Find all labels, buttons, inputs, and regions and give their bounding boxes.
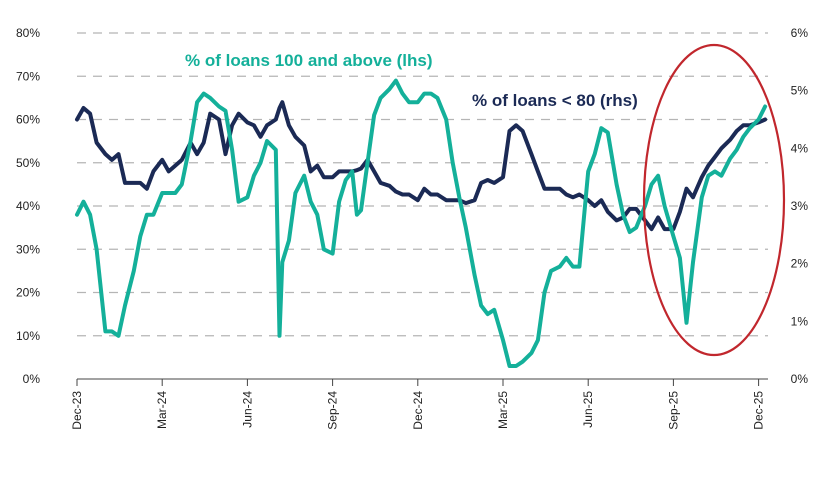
y-right-tick-label: 3%: [791, 199, 809, 213]
y-left-tick-label: 70%: [16, 69, 40, 83]
gridlines: [77, 32, 768, 337]
x-tick-label: Jun-25: [581, 391, 595, 428]
legend-label-loans-100-above: % of loans 100 and above (lhs): [185, 51, 433, 70]
right-y-axis: 0% 1% 2% 3% 4% 5% 6%: [791, 26, 809, 386]
series-lines: [75, 78, 768, 368]
y-right-tick-label: 5%: [791, 84, 809, 98]
y-left-tick-label: 60%: [16, 113, 40, 127]
y-right-tick-label: 0%: [791, 372, 809, 386]
y-left-tick-label: 40%: [16, 199, 40, 213]
series-line-loans-below-80: [75, 100, 768, 232]
y-right-tick-label: 2%: [791, 257, 809, 271]
y-left-tick-label: 30%: [16, 242, 40, 256]
x-tick-label: Dec-23: [70, 391, 84, 430]
y-left-tick-label: 80%: [16, 26, 40, 40]
x-axis: Dec-23 Mar-24 Jun-24 Sep-24 Dec-24 Mar-25 Jun-…: [70, 378, 768, 430]
y-left-tick-label: 20%: [16, 286, 40, 300]
y-left-tick-label: 50%: [16, 156, 40, 170]
x-tick-label: Dec-25: [752, 391, 766, 430]
series-line-loans-100-above: [75, 78, 768, 368]
y-left-tick-label: 0%: [23, 372, 41, 386]
x-tick-label: Mar-25: [496, 391, 510, 429]
y-left-tick-label: 10%: [16, 329, 40, 343]
x-tick-label: Sep-25: [666, 391, 680, 430]
y-right-tick-label: 6%: [791, 26, 809, 40]
y-right-tick-label: 1%: [791, 314, 809, 328]
left-y-axis: 0% 10% 20% 30% 40% 50% 60% 70% 80%: [16, 26, 40, 386]
x-tick-label: Mar-24: [155, 391, 169, 429]
highlight-ellipse: [642, 43, 786, 357]
y-right-tick-label: 4%: [791, 141, 809, 155]
x-tick-label: Jun-24: [240, 391, 254, 428]
legend-label-loans-below-80: % of loans < 80 (rhs): [472, 91, 638, 110]
x-tick-label: Dec-24: [411, 391, 425, 430]
x-tick-label: Sep-24: [326, 391, 340, 430]
